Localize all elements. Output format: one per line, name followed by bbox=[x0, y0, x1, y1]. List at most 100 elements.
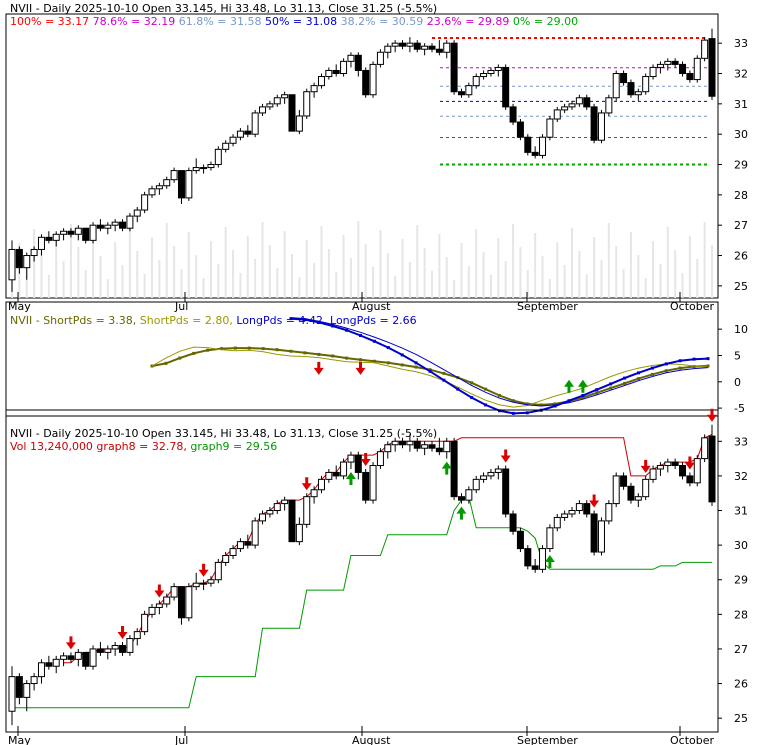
price-candle bbox=[192, 167, 200, 172]
osc-series-point bbox=[206, 348, 210, 352]
trend-candle bbox=[170, 586, 178, 598]
price-candle bbox=[273, 97, 281, 105]
x-tick-label: September bbox=[517, 734, 578, 745]
trend-candle bbox=[111, 644, 119, 650]
price-candle bbox=[612, 73, 620, 99]
trend-candle bbox=[531, 565, 539, 570]
price-candle bbox=[259, 106, 267, 114]
price-candle bbox=[207, 164, 215, 169]
trend-candle bbox=[295, 523, 303, 543]
trend-candle bbox=[325, 471, 333, 480]
trend-candle bbox=[259, 513, 267, 522]
trend-candle bbox=[303, 496, 311, 525]
x-tick-label: May bbox=[8, 734, 31, 745]
osc-series-point bbox=[581, 393, 585, 397]
volume-bar bbox=[637, 255, 640, 298]
volume-bar bbox=[578, 251, 581, 298]
price-candle bbox=[170, 170, 178, 181]
volume-bar bbox=[394, 276, 397, 298]
volume-bar bbox=[504, 261, 507, 298]
trend-candle bbox=[686, 475, 694, 484]
oscillator-panel: -5 0 5 10 NVII - ShortPds = 3.38, ShortPds =… bbox=[5, 301, 748, 417]
trend-candle bbox=[8, 676, 16, 712]
panel-frame bbox=[5, 13, 719, 299]
price-candle bbox=[37, 236, 45, 250]
volume-bar bbox=[291, 254, 293, 298]
osc-series-point bbox=[345, 328, 349, 332]
price-candle bbox=[369, 63, 377, 96]
price-candle bbox=[30, 248, 38, 257]
volume-bar bbox=[379, 230, 382, 298]
osc-series-point bbox=[525, 411, 529, 415]
trend-candle bbox=[693, 458, 701, 484]
price-candle bbox=[590, 106, 598, 141]
volume-bar bbox=[401, 239, 404, 298]
legend-entry: graph9 = 29.56 bbox=[187, 440, 277, 453]
trend-candle bbox=[288, 499, 296, 543]
x-tick-label: October bbox=[670, 300, 714, 313]
trend-signal-arrow bbox=[589, 494, 600, 508]
osc-series-point bbox=[317, 320, 321, 324]
trend-candle bbox=[472, 478, 480, 491]
price-candle bbox=[303, 91, 311, 117]
trend-signal-arrow bbox=[154, 584, 165, 598]
trend-candle bbox=[369, 465, 377, 501]
volume-bar bbox=[69, 224, 72, 298]
price-candle bbox=[52, 233, 60, 241]
trend-candle bbox=[266, 510, 274, 515]
trend-signal-arrow bbox=[500, 449, 511, 463]
volume-bar bbox=[209, 241, 212, 298]
volume-bar bbox=[585, 274, 588, 298]
volume-bar bbox=[629, 232, 632, 298]
trend-candle bbox=[627, 485, 635, 501]
volume-bar bbox=[556, 242, 559, 298]
volume-bar bbox=[62, 261, 65, 298]
legend-entry: NVII - Daily bbox=[10, 427, 72, 440]
volume-bar bbox=[268, 245, 271, 298]
trend-candle bbox=[23, 683, 31, 698]
price-candle bbox=[627, 82, 635, 96]
trend-candle bbox=[155, 603, 163, 608]
osc-signal-arrow bbox=[577, 379, 588, 393]
trend-candle bbox=[273, 503, 281, 512]
x-tick-label: Jul bbox=[174, 734, 188, 745]
trend-candle bbox=[399, 440, 407, 446]
volume-bar bbox=[261, 222, 264, 298]
volume-bar bbox=[548, 279, 551, 298]
price-candle bbox=[634, 91, 642, 96]
osc-series-point bbox=[345, 356, 349, 360]
osc-signal-arrow bbox=[564, 379, 574, 393]
price-candle bbox=[671, 60, 679, 65]
price-candle bbox=[435, 48, 443, 53]
volume-bar bbox=[84, 270, 87, 298]
osc-series-point bbox=[678, 359, 682, 363]
volume-bar bbox=[512, 224, 515, 298]
trend-candle bbox=[575, 503, 583, 512]
volume-bar bbox=[571, 228, 573, 298]
osc-series-line bbox=[290, 317, 709, 407]
legend-entry: 38.2% = 30.59 bbox=[337, 15, 423, 28]
trend-signal-arrow bbox=[117, 626, 128, 640]
volume-bar bbox=[659, 264, 662, 298]
trend-signal-arrow bbox=[441, 461, 452, 475]
osc-series-point bbox=[359, 333, 362, 337]
price-candle bbox=[15, 248, 23, 269]
price-candle bbox=[561, 106, 569, 111]
trend-candle bbox=[192, 582, 200, 588]
volume-bar bbox=[482, 252, 485, 298]
price-candle bbox=[214, 148, 222, 166]
volume-bar bbox=[202, 278, 205, 298]
price-candle bbox=[340, 60, 348, 75]
price-candle bbox=[141, 194, 149, 211]
volume-bar bbox=[173, 246, 176, 298]
price-candle bbox=[155, 185, 163, 190]
trend-candle bbox=[52, 658, 60, 667]
price-candle bbox=[399, 42, 407, 47]
trend-candle bbox=[229, 548, 237, 557]
osc-series-line bbox=[290, 317, 709, 415]
volume-bar bbox=[534, 233, 537, 298]
price-panel: 25 26 27 28 29 30 31 32 33 NVII - Daily 2025-10-1… bbox=[5, 2, 748, 313]
trend-candle bbox=[487, 471, 495, 477]
osc-series-point bbox=[275, 348, 279, 352]
